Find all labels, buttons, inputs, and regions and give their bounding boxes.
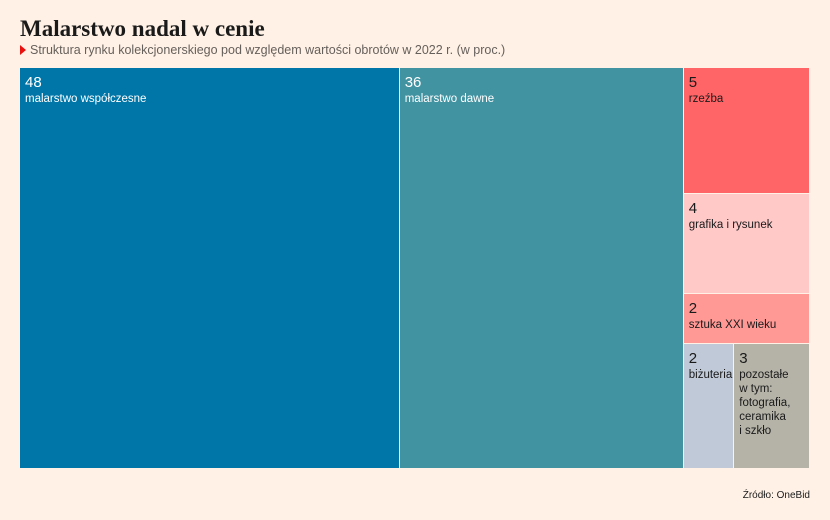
triangle-icon <box>20 45 26 55</box>
tile-value: 5 <box>688 74 698 91</box>
treemap: 48 malarstwo współczesne 36 malarstwo dawne… <box>20 68 809 468</box>
treemap-tile: 36 malarstwo dawne <box>399 68 683 468</box>
treemap-tile: 3 pozostałe w tym: fotografia, ceramika i… <box>734 344 809 468</box>
treemap-tile: 2 sztuka XXI wieku <box>683 294 809 343</box>
tile-label: biżuteria <box>688 369 733 381</box>
tile-value: 4 <box>688 200 698 217</box>
tile-value: 48 <box>25 74 42 91</box>
source-note: Źródło: OneBid <box>742 490 810 501</box>
treemap-tile: 5 rzeźba <box>683 68 809 193</box>
tile-label: sztuka XXI wieku <box>688 319 777 331</box>
tile-value: 36 <box>404 74 422 91</box>
tile-label: rzeźba <box>688 93 724 105</box>
tile-value: 2 <box>688 300 698 317</box>
treemap-tile: 48 malarstwo współczesne <box>20 68 399 468</box>
treemap-tile: 4 grafika i rysunek <box>683 194 809 293</box>
tile-label: malarstwo dawne <box>404 93 495 105</box>
tile-label: pozostałe w tym: fotografia, ceramika i … <box>739 369 791 437</box>
chart-title: Malarstwo nadal w cenie <box>20 16 265 41</box>
tile-value: 3 <box>739 350 748 367</box>
tile-value: 2 <box>688 350 698 367</box>
tile-label: malarstwo współczesne <box>25 93 147 105</box>
subtitle-row: Struktura rynku kolekcjonerskiego pod wz… <box>20 43 505 57</box>
chart-subtitle: Struktura rynku kolekcjonerskiego pod wz… <box>30 43 506 57</box>
tile-label: grafika i rysunek <box>688 219 773 231</box>
treemap-tile: 2 biżuteria <box>683 344 734 468</box>
